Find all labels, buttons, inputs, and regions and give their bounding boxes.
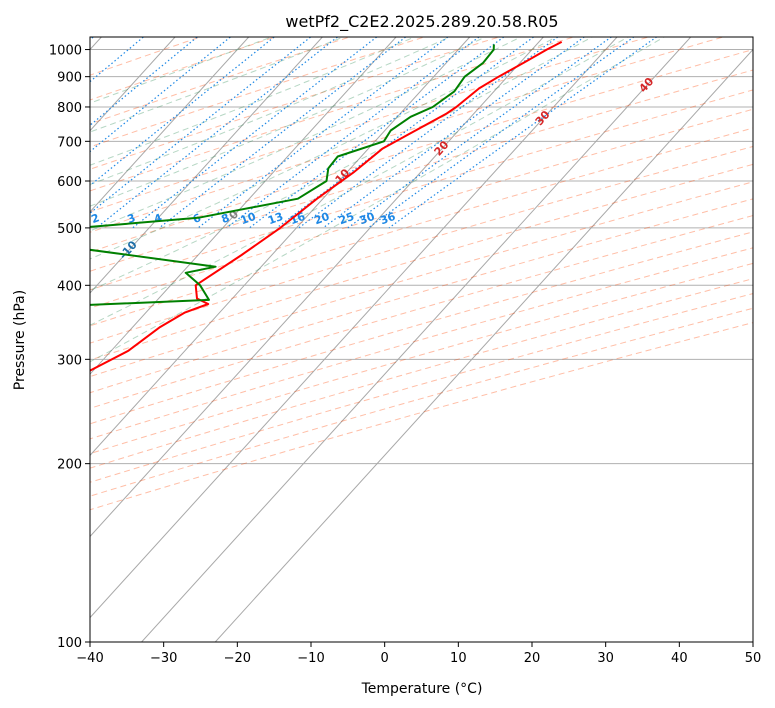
mixing-ratio-line — [276, 37, 535, 229]
mixing-ratio-label: 30 — [358, 210, 377, 228]
mixing-ratio-line — [298, 37, 559, 229]
mixing-ratio-label: 4 — [152, 211, 164, 226]
mixing-ratio-label: 36 — [378, 210, 397, 228]
moist-adiabat — [90, 37, 630, 326]
dry-adiabat — [90, 37, 651, 213]
dry-adiabat — [90, 163, 753, 361]
dry-adiabat — [90, 37, 352, 125]
dry-adiabat — [90, 37, 576, 192]
isotherm-line — [90, 37, 618, 619]
y-tick-label: 1000 — [49, 44, 82, 59]
moist-adiabat — [90, 37, 452, 186]
y-tick-label: 300 — [57, 353, 82, 368]
mixing-ratio-label: 20 — [312, 210, 331, 228]
x-tick-label: 20 — [524, 651, 541, 666]
isotherm-line — [90, 37, 544, 538]
x-tick-label: 50 — [745, 651, 762, 666]
chart-title: wetPf2_C2E2.2025.289.20.58.R05 — [285, 12, 558, 32]
dry-adiabat — [90, 49, 753, 253]
dry-adiabat-lines — [90, 37, 753, 511]
dry-adiabat — [90, 307, 753, 497]
mixing-ratio-line — [132, 37, 378, 229]
moist-adiabat — [90, 37, 594, 292]
y-tick-label: 800 — [57, 101, 82, 116]
y-tick-label: 700 — [57, 135, 82, 150]
isotherm-line — [90, 37, 323, 294]
x-tick-label: −30 — [150, 651, 177, 666]
mixing-ratio-label: 10 — [239, 210, 258, 228]
x-tick-label: 0 — [381, 651, 389, 666]
y-axis-label: Pressure (hPa) — [12, 290, 28, 390]
mixing-ratio-line — [249, 37, 505, 229]
mixing-ratio-line — [347, 37, 613, 229]
y-tick-label: 200 — [57, 458, 82, 473]
mixing-ratio-lines — [90, 37, 658, 229]
isotherm-lines — [90, 37, 753, 642]
x-tick-label: −10 — [297, 651, 324, 666]
moist-adiabat — [90, 37, 558, 260]
dry-adiabat — [90, 37, 725, 233]
x-tick-label: −20 — [224, 651, 251, 666]
x-tick-label: 30 — [597, 651, 614, 666]
plot-frame — [89, 36, 754, 643]
mixing-ratio-line — [367, 37, 635, 229]
y-tick-label: 600 — [57, 175, 82, 190]
dry-adiabat — [90, 145, 753, 344]
isotherm-line — [90, 37, 397, 375]
axes: −40 −30 −20 −10 0 10 20 30 40 50 100 200 300 400 500 60… — [49, 44, 761, 666]
y-tick-label: 900 — [57, 71, 82, 86]
isotherm-line — [90, 37, 250, 213]
mixing-ratio-label: 3 — [126, 211, 138, 226]
moist-adiabat — [90, 37, 487, 207]
x-tick-label: 40 — [671, 651, 688, 666]
mixing-ratio-line — [158, 37, 407, 229]
mixing-ratio-label: 2 — [89, 211, 101, 226]
mixing-ratio-label: 25 — [337, 210, 356, 227]
dry-adiabat — [90, 37, 277, 101]
isotherm-line — [214, 48, 753, 642]
dewpoint-profile — [90, 44, 495, 306]
dry-adiabat — [90, 127, 753, 327]
mixing-ratio-line — [90, 37, 145, 83]
isotherm-line — [141, 37, 692, 642]
x-tick-label: 10 — [450, 651, 467, 666]
x-tick-label: −40 — [76, 651, 103, 666]
dry-adiabat — [90, 278, 753, 469]
mixing-ratio-line — [322, 37, 586, 229]
mixing-ratio-line — [388, 37, 658, 229]
mixing-ratio-line — [96, 37, 339, 229]
mixing-ratio-label: 13 — [266, 210, 285, 227]
sounding-series — [90, 41, 563, 372]
y-tick-label: 400 — [57, 279, 82, 294]
mixing-ratio-label: 8 — [220, 211, 232, 226]
moist-adiabat — [90, 37, 274, 104]
x-axis-label: Temperature (°C) — [361, 681, 483, 697]
mixing-ratio-label: 16 — [288, 210, 307, 228]
moist-adiabat — [90, 37, 522, 232]
y-tick-label: 500 — [57, 222, 82, 237]
dry-adiabat — [90, 231, 753, 425]
dry-adiabat — [90, 37, 501, 170]
mixing-ratio-line — [90, 37, 199, 127]
y-tick-label: 100 — [57, 636, 82, 651]
dry-adiabat — [90, 262, 753, 455]
isotherm-line — [90, 37, 471, 457]
mixing-ratio-line — [90, 37, 232, 153]
dry-adiabat — [90, 108, 753, 309]
temperature-profile — [90, 41, 563, 372]
